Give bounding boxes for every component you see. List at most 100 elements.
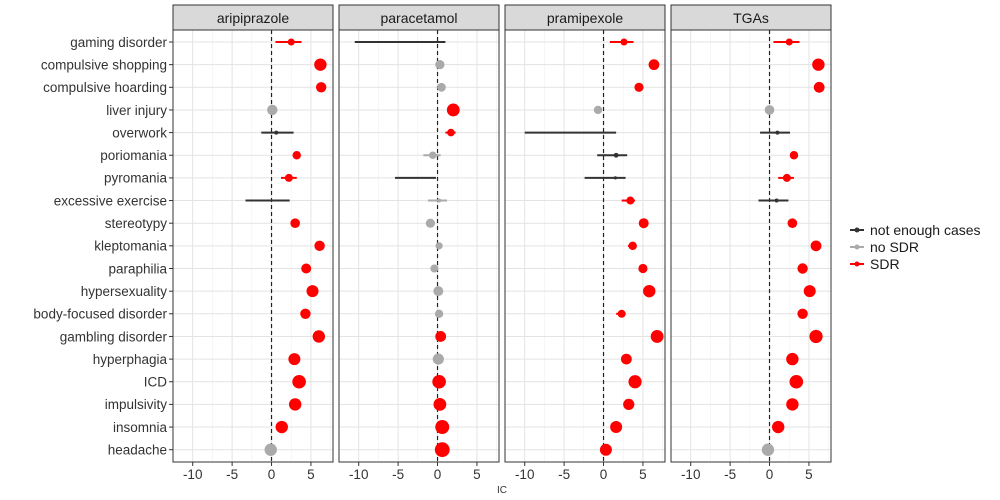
legend-label: no SDR: [870, 239, 919, 255]
point-liver-injury: [267, 104, 278, 116]
point-excessive-exercise: [621, 196, 636, 205]
point-stereotypy: [638, 218, 649, 229]
point-marker: [315, 82, 327, 93]
point-marker: [599, 443, 612, 456]
point-stereotypy: [425, 218, 436, 228]
point-pyromania: [394, 176, 436, 179]
x-tick-label: 5: [805, 467, 813, 482]
panel-border: [504, 29, 666, 463]
point-gambling-disorder: [312, 330, 326, 343]
point-gaming-disorder: [354, 41, 446, 43]
x-tick-label: 5: [307, 467, 315, 482]
point-hyperphagia: [432, 353, 444, 365]
point-kleptomania: [810, 240, 822, 252]
point-marker: [446, 103, 460, 117]
point-marker: [433, 286, 444, 297]
point-marker: [447, 128, 455, 137]
category-label-pyromania: pyromania: [104, 171, 168, 186]
point-marker: [603, 131, 606, 134]
point-marker: [786, 398, 799, 411]
point-compulsive-shopping: [435, 60, 445, 70]
category-label-gaming-disorder: gaming disorder: [70, 35, 167, 50]
point-kleptomania: [314, 240, 325, 252]
category-label-gambling-disorder: gambling disorder: [60, 329, 168, 344]
x-tick-label: -5: [226, 467, 238, 482]
point-impulsivity: [288, 398, 302, 411]
point-gambling-disorder: [809, 329, 823, 344]
point-kleptomania: [435, 242, 443, 250]
panel-title: pramipexole: [547, 10, 623, 26]
point-excessive-exercise: [758, 198, 789, 203]
category-label-icd: ICD: [144, 375, 168, 390]
point-marker: [306, 285, 319, 298]
panel-strip: [338, 4, 500, 31]
point-marker: [610, 421, 623, 434]
point-insomnia: [610, 421, 623, 434]
point-impulsivity: [786, 398, 799, 411]
x-tick-label: -5: [392, 467, 404, 482]
legend-label: not enough cases: [870, 222, 981, 238]
point-marker: [274, 130, 279, 135]
point-poriomania: [597, 152, 628, 158]
point-compulsive-hoarding: [437, 82, 446, 92]
point-marker: [628, 375, 642, 389]
point-overwork: [524, 131, 617, 134]
point-marker: [761, 443, 775, 456]
category-label-kleptomania: kleptomania: [94, 239, 167, 254]
point-marker: [789, 374, 804, 389]
x-tick-label: 0: [268, 467, 276, 482]
point-marker: [648, 59, 660, 71]
point-icd: [432, 374, 446, 389]
category-label-poriomania: poriomania: [100, 148, 167, 163]
point-gaming-disorder: [609, 38, 634, 46]
point-liver-injury: [446, 103, 460, 117]
legend-key-dot: [854, 261, 860, 267]
point-body-focused-disorder: [300, 308, 311, 319]
point-paraphilia: [797, 263, 808, 274]
point-icd: [789, 374, 804, 389]
category-label-impulsivity: impulsivity: [105, 397, 168, 412]
category-label-hyperphagia: hyperphagia: [93, 352, 168, 367]
point-marker: [314, 58, 327, 71]
point-hyperphagia: [786, 352, 799, 366]
x-tick-label: -10: [349, 467, 369, 482]
point-marker: [264, 443, 277, 456]
point-marker: [771, 420, 785, 434]
panel-strip: [172, 4, 334, 31]
point-overwork: [445, 128, 456, 137]
point-gaming-disorder: [773, 38, 800, 46]
point-compulsive-hoarding: [634, 82, 644, 92]
legend-item-sdr: SDR: [850, 256, 900, 272]
point-marker: [287, 38, 295, 46]
point-marker: [782, 173, 791, 182]
point-marker: [638, 218, 649, 229]
point-marker: [432, 374, 446, 389]
point-body-focused-disorder: [797, 308, 808, 319]
point-headache: [599, 443, 612, 456]
point-impulsivity: [623, 398, 635, 410]
panel-pramipexole: pramipexole -10 -5 0 5: [504, 4, 666, 482]
point-marker: [797, 263, 808, 274]
point-marker: [764, 105, 775, 115]
x-axis-title: IC: [497, 485, 507, 496]
point-liver-injury: [764, 105, 775, 115]
panel-tgas: TGAs -10 -5 0 5: [670, 4, 832, 482]
point-stereotypy: [290, 218, 300, 228]
point-pyromania: [778, 173, 794, 182]
point-gambling-disorder: [650, 330, 664, 343]
point-compulsive-shopping: [812, 58, 825, 71]
point-marker: [812, 58, 825, 71]
legend-key-dot: [854, 244, 860, 250]
point-marker: [275, 420, 288, 434]
x-tick-label: -5: [724, 467, 736, 482]
point-marker: [267, 104, 278, 116]
point-pyromania: [280, 173, 297, 182]
x-tick-label: -10: [515, 467, 535, 482]
point-marker: [432, 177, 435, 179]
point-compulsive-hoarding: [813, 81, 825, 93]
point-poriomania: [423, 151, 441, 160]
point-marker: [288, 398, 302, 411]
point-marker: [809, 329, 823, 344]
